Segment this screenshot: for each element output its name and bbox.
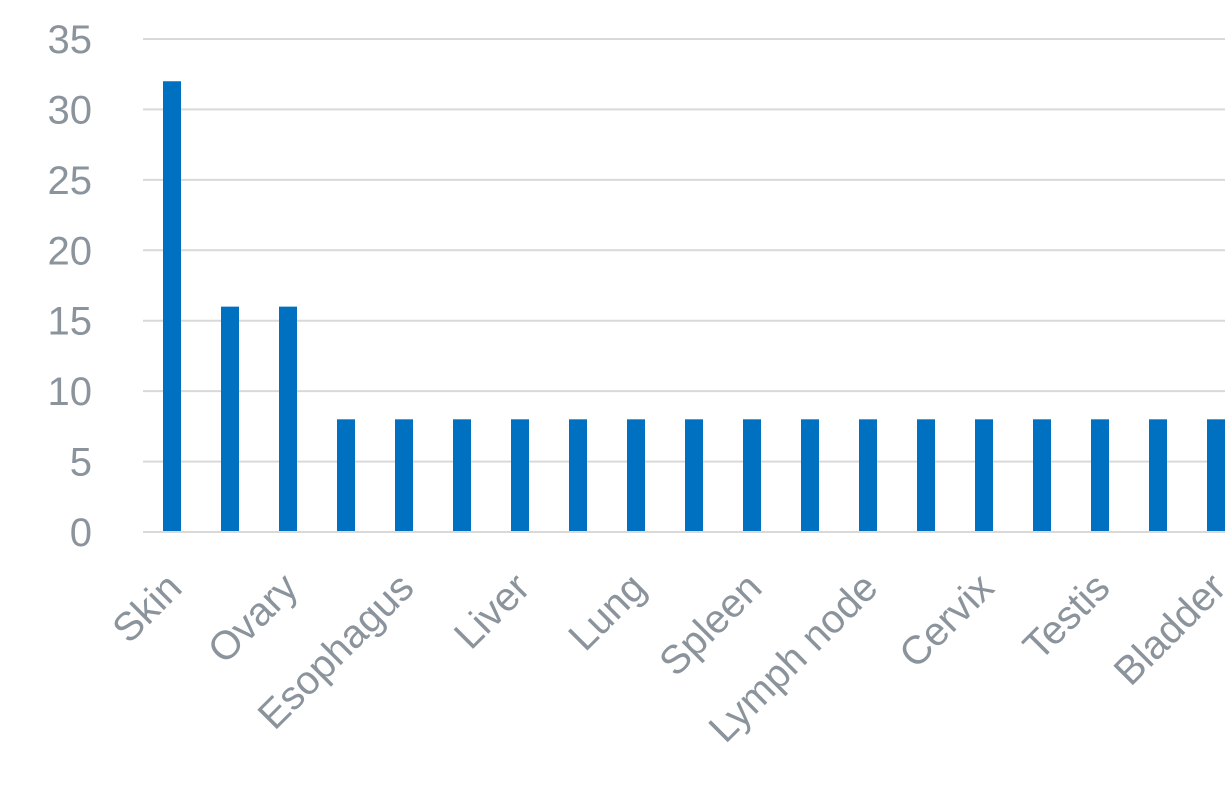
y-tick-label: 0 (70, 511, 92, 555)
bar (569, 419, 587, 532)
y-tick-label: 15 (48, 300, 93, 344)
bar (975, 419, 993, 532)
x-tick-label: Ovary (200, 565, 307, 672)
x-tick-label: Skin (104, 565, 190, 651)
y-tick-label: 35 (48, 18, 93, 62)
bars (163, 81, 1225, 532)
bar (395, 419, 413, 532)
y-tick-label: 10 (48, 370, 93, 414)
y-tick-label: 25 (48, 159, 93, 203)
x-tick-label: Lung (560, 565, 654, 659)
bar (511, 419, 529, 532)
bar (279, 306, 297, 532)
bar (801, 419, 819, 532)
bar (685, 419, 703, 532)
x-tick-label: Testis (1015, 565, 1118, 668)
bar (221, 306, 239, 532)
bar (1033, 419, 1051, 532)
x-tick-label: Cervix (891, 565, 1002, 676)
bar (1091, 419, 1109, 532)
x-tick-label: Liver (446, 565, 538, 657)
x-tick-label: Spleen (651, 565, 770, 684)
bar (453, 419, 471, 532)
y-tick-label: 20 (48, 229, 93, 273)
y-tick-label: 30 (48, 88, 93, 132)
bar (163, 81, 181, 532)
gridlines (143, 38, 1225, 463)
y-axis-tick-labels: 0 5 10 15 20 25 30 35 (48, 18, 93, 555)
bar (1207, 419, 1225, 532)
bar (337, 419, 355, 532)
bar (1149, 419, 1167, 532)
bar (627, 419, 645, 532)
y-tick-label: 5 (70, 441, 92, 485)
x-tick-label: Bladder (1106, 565, 1225, 694)
bar (743, 419, 761, 532)
bar (859, 419, 877, 532)
bar (917, 419, 935, 532)
